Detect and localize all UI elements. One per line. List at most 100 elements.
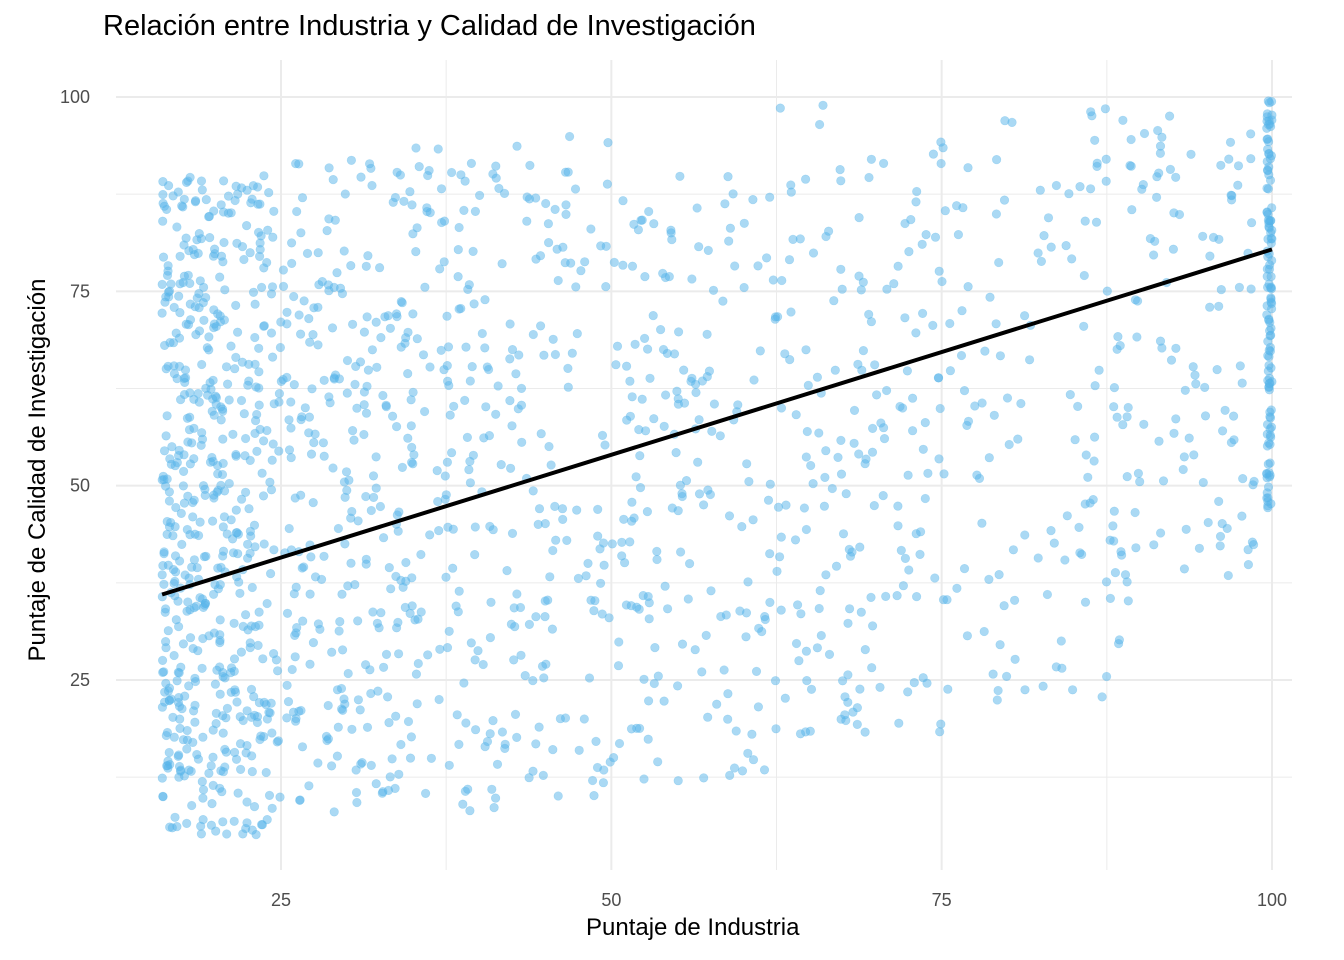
data-point: [217, 404, 228, 414]
data-point: [894, 718, 904, 728]
data-point: [237, 242, 248, 252]
data-point: [902, 366, 913, 376]
data-point: [1009, 595, 1020, 605]
data-point: [667, 235, 677, 245]
data-point: [242, 221, 252, 231]
data-point: [718, 296, 728, 306]
data-point: [166, 279, 176, 289]
data-point: [459, 678, 469, 688]
data-point: [1061, 241, 1071, 251]
data-point: [551, 535, 561, 545]
data-point: [1169, 428, 1179, 438]
data-point: [396, 342, 406, 352]
data-point: [808, 248, 819, 258]
data-point: [249, 692, 259, 702]
data-point: [188, 737, 198, 748]
data-point: [300, 403, 310, 413]
data-point: [198, 633, 208, 644]
data-point: [1118, 115, 1128, 125]
data-point: [1264, 314, 1274, 324]
data-point: [254, 367, 264, 377]
data-point: [292, 622, 302, 633]
data-point: [836, 714, 846, 724]
data-point: [673, 399, 684, 409]
data-point: [235, 588, 245, 598]
data-point: [904, 565, 914, 575]
data-point: [1263, 459, 1273, 469]
data-point: [174, 291, 184, 301]
data-point: [1246, 218, 1257, 228]
data-point: [507, 421, 517, 431]
data-point: [399, 196, 409, 206]
data-point: [196, 829, 206, 839]
data-point: [785, 355, 795, 365]
data-point: [329, 374, 339, 384]
data-point: [704, 366, 715, 376]
data-point: [181, 177, 192, 187]
data-point: [1235, 361, 1245, 371]
data-point: [368, 471, 379, 481]
data-point: [540, 518, 550, 529]
data-point: [460, 176, 470, 186]
data-point: [283, 696, 294, 707]
data-point: [194, 397, 204, 407]
data-point: [1155, 336, 1166, 346]
data-point: [284, 415, 294, 425]
data-point: [776, 532, 786, 542]
data-point: [222, 829, 232, 839]
data-point: [854, 271, 864, 281]
data-point: [652, 546, 662, 557]
data-point: [597, 430, 608, 441]
data-point: [189, 495, 199, 505]
data-point: [193, 646, 203, 656]
y-tick-label: 25: [70, 670, 90, 690]
data-point: [1205, 251, 1215, 261]
data-point: [425, 362, 435, 372]
data-point: [621, 361, 632, 371]
data-point: [984, 574, 994, 585]
data-point: [1079, 321, 1089, 331]
data-point: [254, 620, 264, 630]
data-point: [1263, 137, 1274, 147]
data-point: [748, 195, 758, 205]
data-point: [956, 350, 967, 361]
data-point: [338, 645, 348, 655]
data-point: [534, 504, 545, 514]
data-point: [396, 739, 406, 750]
data-point: [375, 501, 386, 512]
data-point: [215, 272, 225, 282]
data-point: [1109, 506, 1119, 516]
data-point: [703, 485, 713, 495]
data-point: [366, 760, 376, 771]
data-point: [733, 400, 743, 410]
data-point: [249, 801, 260, 812]
data-point: [461, 342, 471, 352]
data-point: [185, 388, 195, 398]
data-point: [1033, 248, 1043, 258]
data-point: [541, 198, 551, 209]
data-point: [218, 671, 228, 682]
data-point: [222, 703, 232, 714]
data-point: [1189, 450, 1199, 460]
data-point: [444, 626, 454, 636]
data-point: [334, 626, 344, 636]
data-point: [171, 328, 181, 338]
data-point: [423, 650, 433, 660]
data-point: [208, 456, 218, 466]
data-point: [631, 472, 641, 482]
data-point: [867, 663, 877, 673]
data-point: [209, 319, 219, 329]
data-point: [310, 429, 320, 439]
data-point: [920, 493, 930, 504]
data-point: [911, 591, 922, 602]
data-point: [540, 596, 550, 606]
data-point: [297, 563, 307, 573]
data-point: [403, 327, 413, 337]
data-point: [161, 604, 171, 614]
y-tick-label: 50: [70, 476, 90, 496]
data-point: [257, 819, 267, 830]
data-point: [395, 170, 406, 180]
data-point: [208, 752, 218, 762]
data-point: [1114, 635, 1124, 645]
data-point: [505, 396, 515, 406]
